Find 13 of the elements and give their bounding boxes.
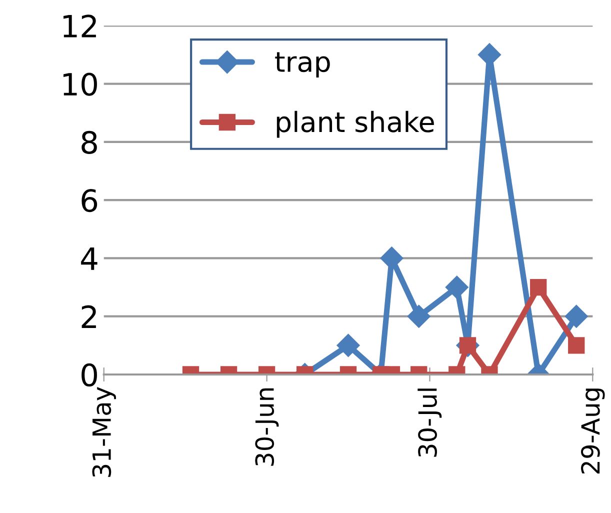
- y-tick-label: 10: [63, 72, 97, 96]
- y-tick-label: 12: [63, 14, 96, 38]
- x-tick-label: 29-Aug: [581, 388, 605, 474]
- x-tick-label: 30-Jun: [255, 388, 279, 466]
- x-tick-label: 30-Jul: [418, 388, 442, 457]
- y-tick-label: 4: [81, 248, 98, 270]
- x-tick-label: 31-May: [92, 387, 116, 477]
- y-tick-label: 6: [82, 189, 98, 212]
- legend-label: plant shake: [276, 110, 434, 138]
- y-tick-label: 8: [82, 130, 97, 154]
- y-tick-label: 0: [82, 363, 97, 387]
- legend-label: trap: [275, 52, 330, 78]
- y-tick-label: 2: [82, 305, 96, 328]
